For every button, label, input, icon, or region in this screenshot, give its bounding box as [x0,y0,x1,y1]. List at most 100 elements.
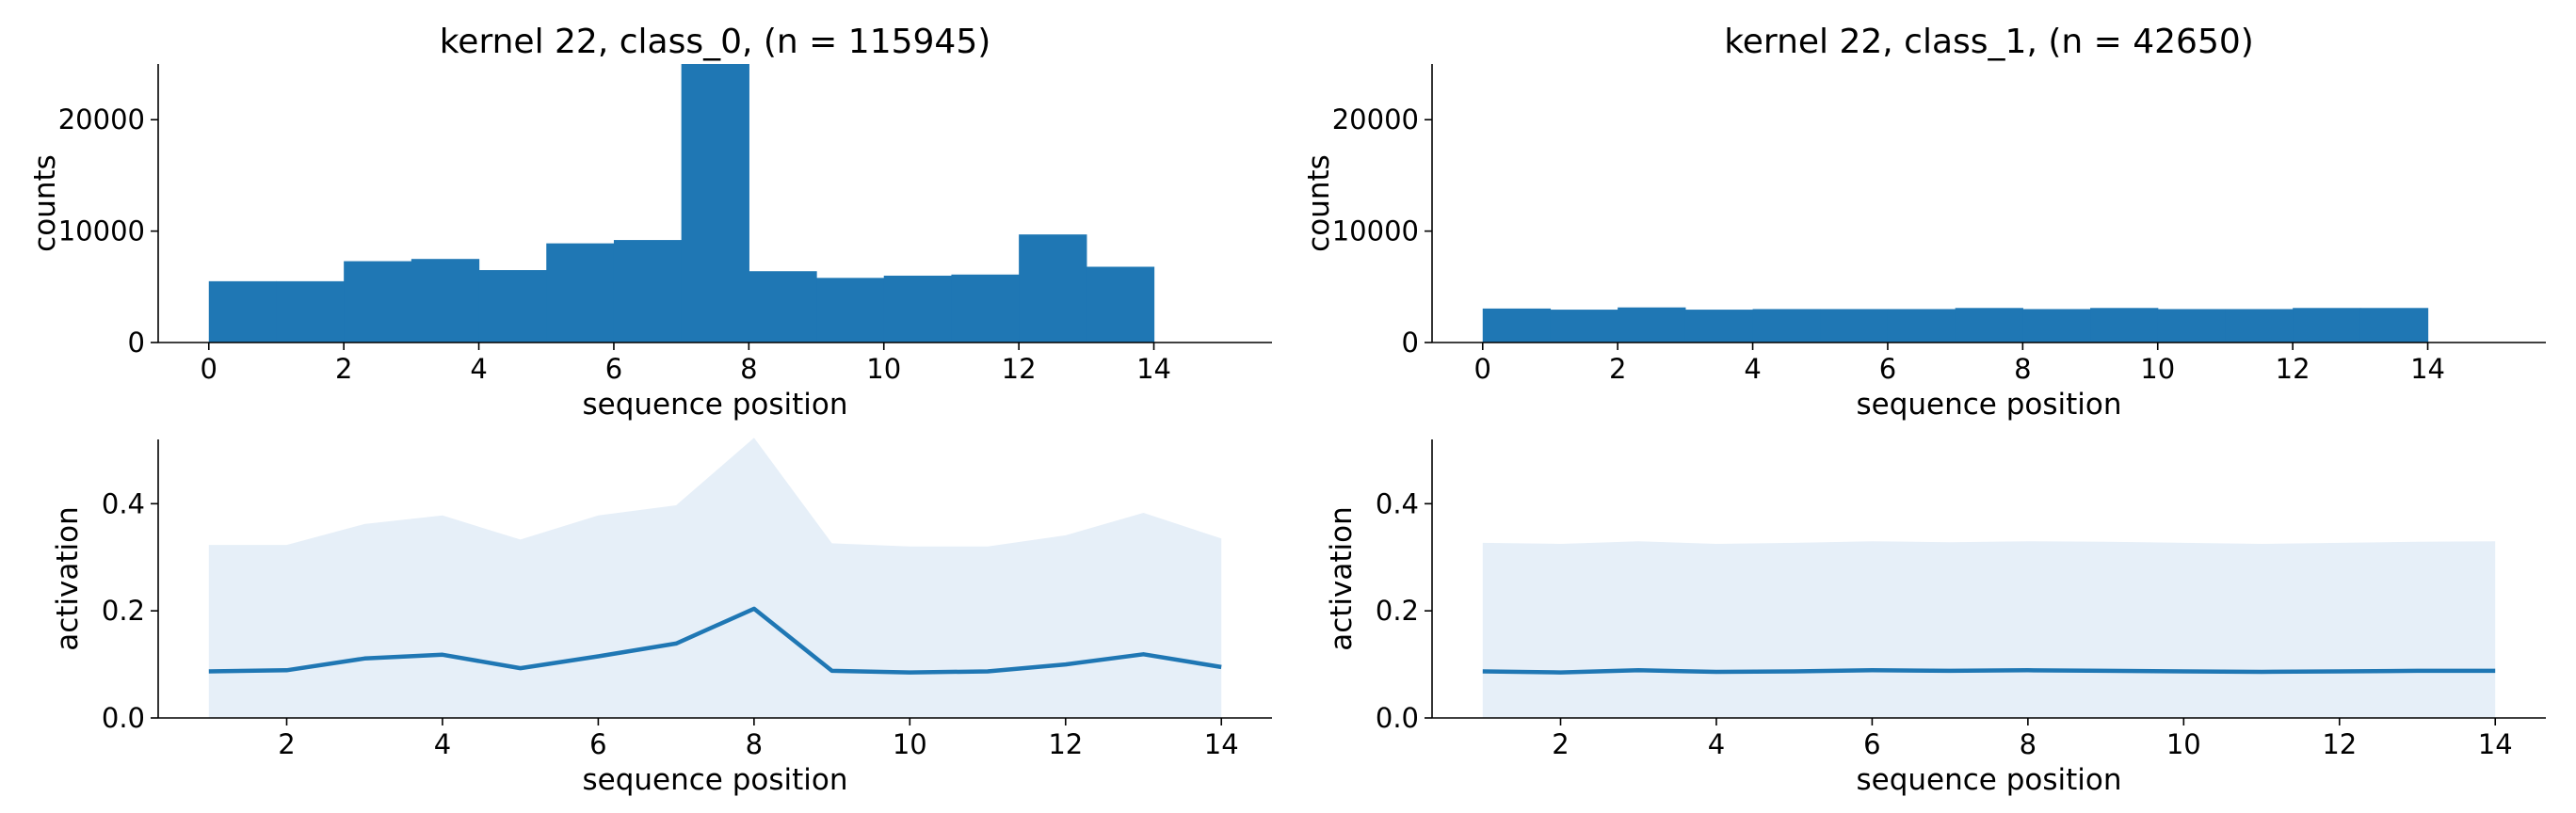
mean-activation-point [674,642,678,646]
x-tick-label: 12 [1048,728,1083,760]
mean-activation-point [2493,669,2497,673]
mean-activation-point [1636,668,1640,672]
mean-activation-point [1948,669,1952,673]
histogram-bar [1820,309,1889,343]
x-axis-title: sequence position [582,388,847,422]
histogram-bar [1955,308,2023,343]
mean-activation-point [752,607,756,611]
activation-range-band [208,438,1222,718]
histogram-bar [1684,310,1754,343]
y-axis-title: activation [51,506,85,651]
histogram-bar [344,261,412,343]
mean-activation-point [2416,669,2420,673]
mean-activation-point [285,668,289,672]
panel-class-0-histogram: 0 2 4 6 8 10 12 14 0 10000 20000 sequence position c… [28,23,1272,422]
x-tick-label: 6 [1863,728,1880,760]
mean-activation-point [986,669,990,673]
x-tick-label: 12 [2276,353,2310,385]
mean-activation-point [2104,669,2108,673]
mean-activation-point [1219,665,1223,669]
y-tick-label: 10000 [1332,215,1419,247]
mean-activation-point [1481,669,1485,673]
x-tick-label: 10 [2140,353,2175,385]
x-tick-label: 10 [893,728,927,760]
y-tick-label: 0 [128,327,145,359]
mean-activation-line [208,606,1222,675]
histogram-bar [883,275,953,343]
histogram-bar [546,243,615,343]
x-tick-label: 10 [2166,728,2201,760]
x-tick-label: 14 [1136,353,1171,385]
histogram-bar [276,280,345,343]
x-tick-label: 6 [605,353,622,385]
panel-class-1-activation: 2 4 6 8 10 12 14 0.0 0.2 0.4 sequence position acti… [1325,439,2546,797]
histogram-bar [1887,309,1956,343]
panel-class-1-histogram: 0 2 4 6 8 10 12 14 0 10000 20000 sequence position c… [1302,23,2546,422]
x-tick-label: 6 [589,728,606,760]
x-tick-label: 4 [434,728,451,760]
mean-activation-line [1482,668,2496,675]
x-tick-label: 14 [1204,728,1239,760]
mean-activation-point [441,653,444,657]
histogram-bar [2090,308,2159,343]
x-tick-label: 2 [335,353,352,385]
y-axis-title: counts [1302,154,1336,252]
mean-activation-point [2260,670,2263,674]
mean-activation-point [1064,662,1068,666]
mean-activation-point [908,671,911,675]
histogram-bar [749,271,817,343]
histogram-bar [2022,309,2091,343]
x-tick-label: 8 [740,353,757,385]
x-tick-label: 8 [2020,728,2037,760]
x-tick-label: 14 [2478,728,2513,760]
x-tick-label: 4 [470,353,487,385]
mean-activation-point [207,669,211,673]
mean-activation-point [2338,669,2342,673]
histogram-bar [2225,309,2294,343]
x-tick-label: 4 [1744,353,1761,385]
x-tick-label: 8 [2014,353,2031,385]
mean-activation-point [1715,670,1718,674]
histogram-bar [2359,308,2429,343]
histogram-bar [613,240,683,343]
y-tick-label: 0.4 [102,487,145,519]
mean-activation-point [1870,668,1874,672]
histogram-bar [816,278,885,343]
y-axis-title: activation [1325,506,1359,651]
x-tick-label: 6 [1879,353,1896,385]
y-tick-label: 20000 [1332,104,1419,136]
y-tick-label: 0.0 [102,702,145,734]
x-tick-label: 12 [2322,728,2357,760]
histogram-bar [681,64,749,343]
chart-title: kernel 22, class_1, (n = 42650) [1724,23,2254,61]
histogram-bar [1019,234,1087,343]
x-tick-label: 4 [1708,728,1725,760]
y-tick-label: 0.0 [1376,702,1419,734]
histogram-bar [1752,309,1821,343]
x-tick-label: 0 [1474,353,1491,385]
chart-title: kernel 22, class_0, (n = 115945) [440,23,991,61]
histogram-bar [1482,308,1552,343]
panel-class-0-activation: 2 4 6 8 10 12 14 0.0 0.2 0.4 sequence position acti… [51,438,1272,797]
histogram-bar [478,270,547,343]
x-axis-title: sequence position [1856,763,2121,797]
histogram-bar [2293,308,2361,343]
x-tick-label: 10 [866,353,901,385]
x-axis-title: sequence position [582,763,847,797]
y-tick-label: 0.2 [1376,595,1419,627]
histogram-bar [208,280,278,343]
x-tick-label: 2 [1609,353,1626,385]
y-axis-title: counts [28,154,62,252]
activation-range-band [1482,541,2496,718]
x-tick-label: 0 [201,353,217,385]
x-tick-label: 8 [746,728,763,760]
x-axis-title: sequence position [1856,388,2121,422]
histogram-bar [2157,309,2227,343]
mean-activation-point [1142,652,1146,656]
y-tick-label: 0.4 [1376,487,1419,519]
mean-activation-point [2182,669,2185,673]
y-tick-label: 0 [1402,327,1419,359]
histogram-bar [411,259,480,343]
histogram-bar [1618,307,1686,343]
x-tick-label: 2 [1552,728,1569,760]
